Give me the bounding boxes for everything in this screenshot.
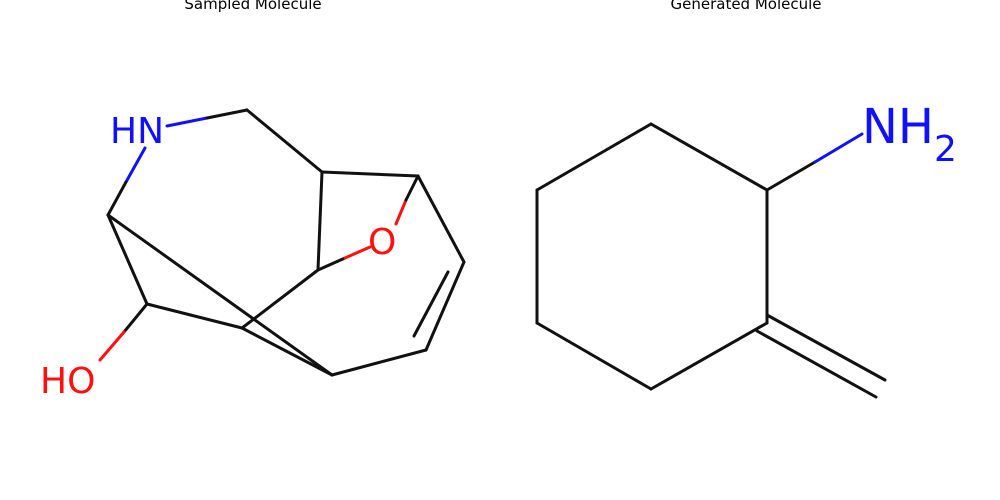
bond-ch2-c2 [245, 108, 324, 174]
ring-bond-6 [535, 122, 653, 192]
exo-double-bond-a [765, 313, 887, 382]
bond-c4-o-red [343, 245, 372, 260]
bond-c1-c7 [106, 213, 334, 377]
bond-c5-c6-double [412, 270, 450, 338]
hydroxyl-label: HO [40, 361, 95, 402]
bond-ch2-n-side [205, 108, 249, 120]
sampled-molecule-structure: HN O HO [40, 108, 466, 402]
bond-c1-n-side [106, 180, 128, 217]
generated-molecule-title: Generated Molecule [670, 0, 822, 13]
ring-bond-4 [535, 321, 653, 391]
bond-n-c1 [124, 146, 147, 184]
generated-molecule-structure: NH2 [535, 99, 957, 399]
bond-c8-c9 [145, 302, 244, 330]
bond-c-n-blue [813, 132, 864, 164]
amine-label: HN [110, 111, 164, 152]
bond-c9-c4 [240, 268, 320, 330]
ring-bond-3 [649, 321, 769, 391]
bond-c8-oh [122, 302, 149, 334]
bond-c2-c3 [320, 170, 420, 178]
ring-bond-1 [649, 122, 769, 192]
bond-c9-c7 [240, 326, 334, 377]
amine-main-label: NH [862, 99, 934, 155]
bond-o-c3-red [394, 198, 408, 226]
amine-label: NH2 [862, 99, 957, 170]
bond-c5-c6 [424, 260, 466, 352]
ether-oxygen-label: O [368, 222, 396, 263]
bond-c1-c8 [106, 213, 149, 306]
bond-c-n [765, 160, 817, 192]
bond-o-c3 [404, 174, 420, 202]
bond-n-ch2 [165, 116, 209, 128]
amine-subscript-label: 2 [934, 129, 957, 170]
bond-c2-c4 [316, 170, 324, 272]
sampled-molecule-title: Sampled Molecule [184, 0, 322, 13]
bond-c3-c5 [416, 174, 466, 264]
bond-c6-c7 [330, 348, 428, 377]
exo-double-bond-b [755, 329, 878, 399]
bond-c8-oh-red [98, 330, 126, 362]
bond-c4-o [316, 256, 347, 272]
